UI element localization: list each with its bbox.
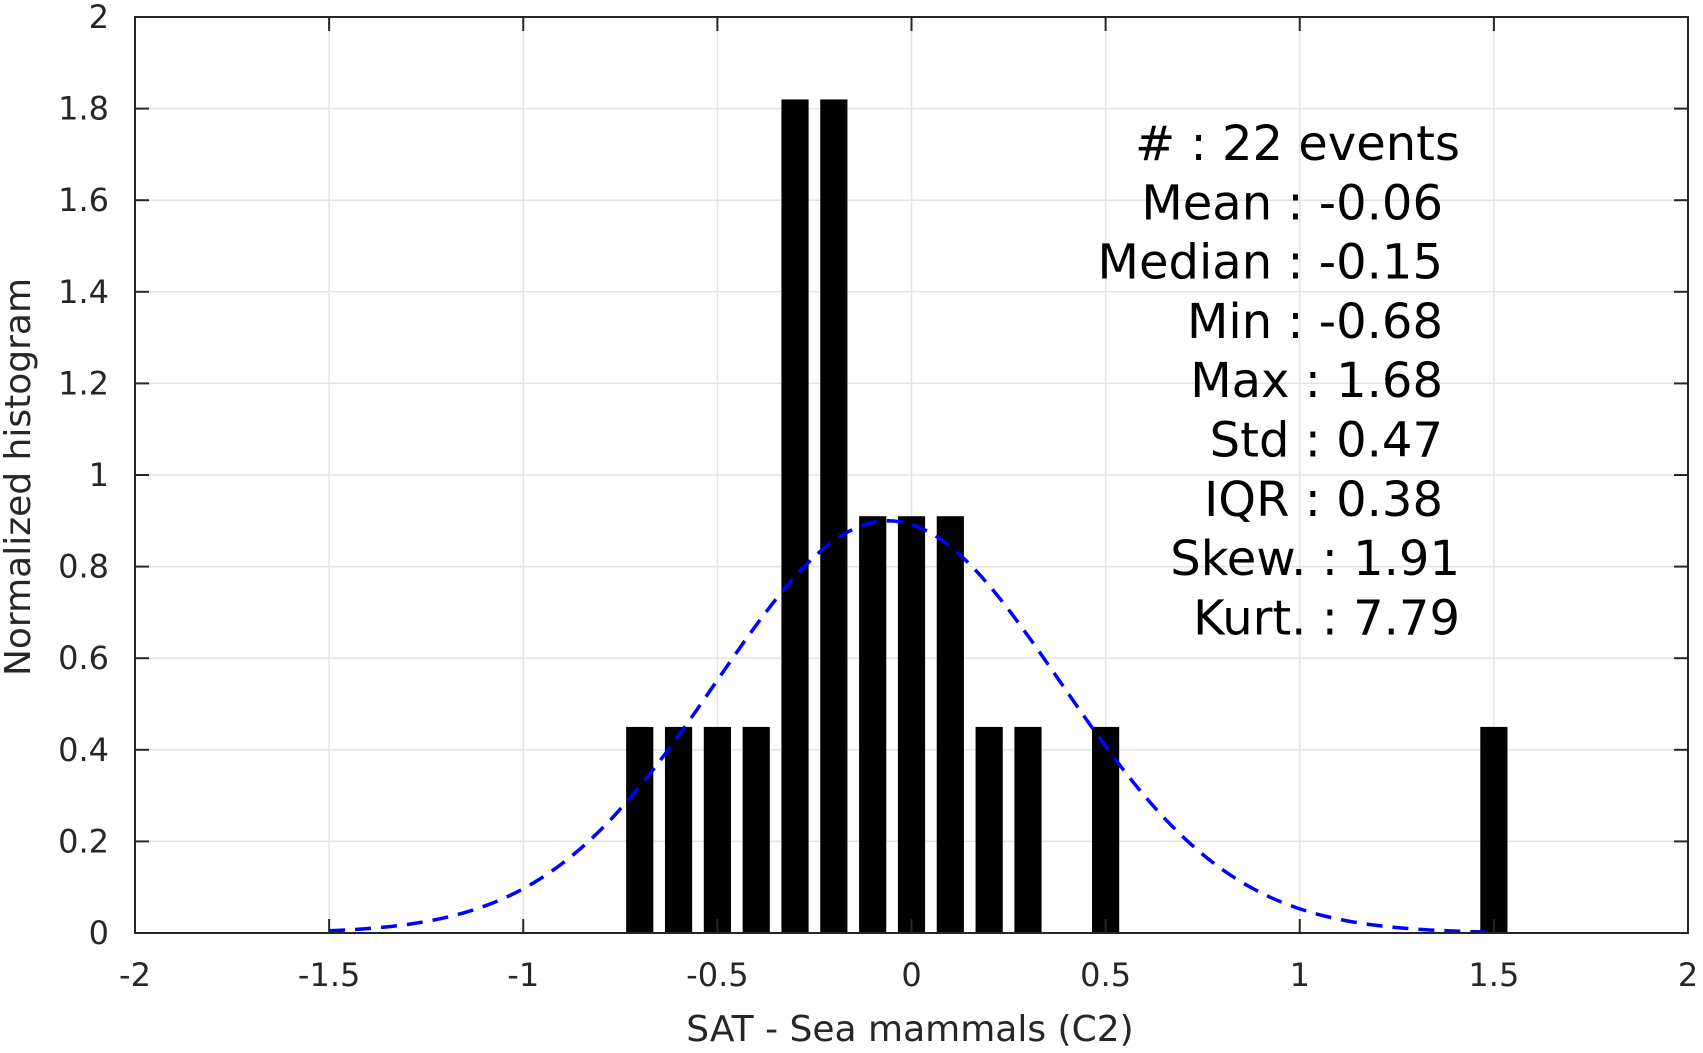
histogram-bar — [781, 99, 809, 933]
x-tick-label: 2 — [1678, 956, 1698, 994]
x-tick-label: 1.5 — [1468, 956, 1519, 994]
y-tick-label: 0.2 — [58, 822, 109, 860]
histogram-bar — [703, 726, 731, 933]
y-tick-label: 2 — [89, 0, 109, 36]
histogram-bar — [897, 516, 926, 933]
y-tick-label: 0 — [89, 914, 109, 952]
y-tick-label: 0.8 — [58, 548, 109, 586]
histogram-bar — [975, 726, 1003, 933]
x-tick-label: -2 — [119, 956, 151, 994]
x-tick-labels: -2 -1.5 -1 -0.5 0 0.5 1 1.5 2 — [119, 956, 1698, 994]
stats-line: Max : 1.68 — [1190, 353, 1443, 409]
x-axis-label: SAT - Sea mammals (C2) — [686, 1009, 1133, 1050]
bars-layer — [626, 99, 1508, 933]
histogram-bar — [936, 516, 964, 933]
x-tick-label: -1 — [507, 956, 539, 994]
y-tick-label: 0.4 — [58, 731, 109, 769]
x-tick-label: 0 — [901, 956, 921, 994]
x-tick-label: 0.5 — [1080, 956, 1131, 994]
y-tick-labels: 0 0.2 0.4 0.6 0.8 1 1.2 1.4 1.6 1.8 2 — [58, 0, 109, 952]
normal-fit-curve — [329, 519, 1494, 934]
histogram-bar — [1014, 726, 1042, 933]
x-tick-label: 1 — [1290, 956, 1310, 994]
y-tick-label: 1.2 — [58, 364, 109, 402]
y-tick-label: 1.6 — [58, 181, 109, 219]
stats-line: IQR : 0.38 — [1204, 472, 1443, 528]
stats-line: Median : -0.15 — [1098, 235, 1443, 291]
y-tick-label: 1 — [89, 456, 109, 494]
x-tick-label: -0.5 — [686, 956, 748, 994]
histogram-bar — [859, 516, 887, 933]
y-axis-label: Normalized histogram — [0, 278, 39, 676]
x-tick-label: -1.5 — [298, 956, 360, 994]
y-tick-label: 1.4 — [58, 273, 109, 311]
fit-curve-layer — [329, 519, 1494, 934]
histogram-bar — [664, 726, 693, 933]
stats-line: Kurt. : 7.79 — [1193, 590, 1460, 646]
y-tick-label: 1.8 — [58, 90, 109, 128]
stats-line: Std : 0.47 — [1210, 413, 1443, 469]
histogram-bar — [742, 726, 770, 933]
y-tick-label: 0.6 — [58, 639, 109, 677]
histogram-bar — [820, 99, 848, 933]
stats-line: Min : -0.68 — [1187, 294, 1443, 350]
histogram-bar — [1480, 726, 1508, 933]
stats-line: # : 22 events — [1135, 116, 1460, 172]
histogram-bar — [626, 726, 654, 933]
stats-line: Mean : -0.06 — [1141, 175, 1443, 231]
stats-line: Skew. : 1.91 — [1170, 531, 1460, 587]
ticks-layer — [134, 16, 1689, 934]
